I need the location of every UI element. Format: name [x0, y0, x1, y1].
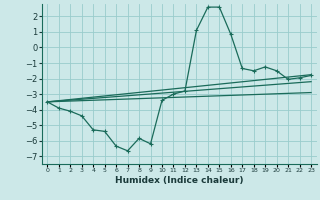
X-axis label: Humidex (Indice chaleur): Humidex (Indice chaleur) [115, 176, 244, 185]
